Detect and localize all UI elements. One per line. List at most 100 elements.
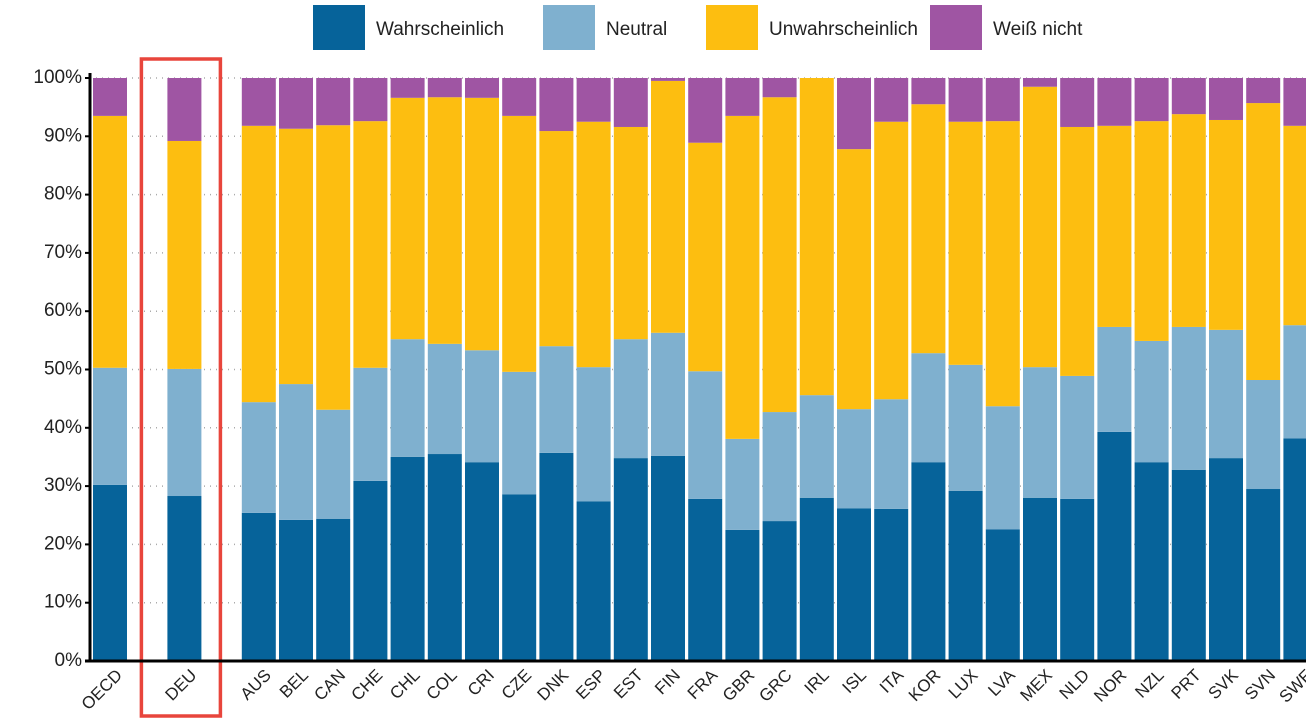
bar-segment bbox=[874, 121, 909, 400]
bar-segment bbox=[1097, 326, 1132, 432]
bar-segment bbox=[1134, 78, 1169, 122]
x-tick-label: EST bbox=[610, 666, 647, 703]
bar-segment bbox=[948, 121, 983, 365]
bar-segment bbox=[725, 115, 760, 439]
legend-swatch bbox=[930, 5, 982, 50]
bar-segment bbox=[1134, 462, 1169, 661]
bar-segment bbox=[837, 78, 871, 150]
bar-segment bbox=[1209, 329, 1243, 459]
legend-swatch bbox=[706, 5, 758, 50]
bar-segment bbox=[799, 78, 834, 396]
bar-segment bbox=[93, 367, 127, 485]
bar-segment bbox=[502, 115, 537, 372]
x-tick-label: CHE bbox=[348, 666, 387, 705]
bar-segment bbox=[985, 406, 1020, 530]
bar-segment bbox=[1283, 325, 1306, 439]
bar-segment bbox=[167, 78, 202, 141]
x-tick-label: NLD bbox=[1056, 666, 1093, 703]
x-tick-label: IRL bbox=[801, 666, 833, 698]
y-tick-label: 80% bbox=[44, 184, 82, 205]
bar-segment bbox=[241, 125, 276, 403]
bar-segment bbox=[465, 462, 499, 661]
bar-segment bbox=[1134, 340, 1169, 463]
bar-segment bbox=[167, 496, 202, 661]
bar-segment bbox=[762, 412, 797, 522]
y-tick-label: 50% bbox=[44, 359, 82, 380]
bar-segment bbox=[390, 456, 425, 661]
bar-segment bbox=[688, 371, 723, 499]
bar-segment bbox=[725, 438, 760, 530]
bar-segment bbox=[353, 121, 388, 368]
bar-segment bbox=[874, 508, 909, 661]
bar-segment bbox=[911, 462, 946, 661]
bar-segment bbox=[1060, 498, 1095, 661]
bar-segment bbox=[1097, 78, 1132, 126]
bar-segment bbox=[427, 454, 462, 661]
bar-segment bbox=[837, 409, 871, 509]
bar-segment bbox=[1097, 431, 1132, 661]
y-tick-label: 40% bbox=[44, 417, 82, 438]
bar-segment bbox=[799, 395, 834, 498]
bar-segment bbox=[1209, 119, 1243, 330]
bar-segment bbox=[613, 78, 648, 127]
legend-label: Unwahrscheinlich bbox=[769, 19, 918, 40]
bar-segment bbox=[167, 368, 202, 497]
x-tick-label: PRT bbox=[1168, 666, 1205, 703]
bar-segment bbox=[911, 78, 946, 105]
bar-segment bbox=[241, 402, 276, 513]
bar-segment bbox=[1283, 438, 1306, 661]
bar-segment bbox=[353, 480, 388, 661]
x-tick-label: GRC bbox=[755, 666, 795, 706]
x-tick-label: NZL bbox=[1131, 666, 1167, 702]
x-tick-label: KOR bbox=[905, 666, 944, 705]
x-tick-label: CHL bbox=[386, 666, 423, 703]
bar-segment bbox=[1023, 367, 1057, 498]
bar-segment bbox=[502, 78, 537, 116]
bar-segment bbox=[1097, 125, 1132, 327]
bar-segment bbox=[1171, 326, 1206, 470]
bar-segment bbox=[688, 498, 723, 661]
x-tick-label: DNK bbox=[534, 665, 573, 704]
bar-segment bbox=[688, 142, 723, 372]
bar-segment bbox=[502, 371, 537, 495]
bar-segment bbox=[1023, 497, 1057, 661]
bar-segment bbox=[241, 78, 276, 126]
y-tick-label: 30% bbox=[44, 475, 82, 496]
bar-segment bbox=[985, 78, 1020, 122]
bar-segment bbox=[762, 521, 797, 661]
bar-segment bbox=[93, 484, 127, 661]
bar-segment bbox=[316, 518, 351, 661]
y-tick-label: 70% bbox=[44, 242, 82, 263]
x-tick-label: LUX bbox=[945, 666, 982, 703]
y-tick-label: 10% bbox=[44, 592, 82, 613]
bar-segment bbox=[1060, 78, 1095, 127]
bar-segment bbox=[651, 455, 685, 661]
x-tick-label: ISL bbox=[839, 666, 870, 697]
bar-segment bbox=[1023, 86, 1057, 368]
bar-segment bbox=[874, 78, 909, 122]
x-tick-label: DEU bbox=[162, 666, 201, 705]
bar-segment bbox=[465, 78, 499, 98]
bar-segment bbox=[241, 512, 276, 661]
bar-segment bbox=[539, 452, 574, 661]
bar-segment bbox=[1060, 375, 1095, 499]
bar-segment bbox=[1134, 121, 1169, 341]
x-tick-label: FIN bbox=[651, 666, 684, 699]
x-tick-label: ESP bbox=[572, 666, 609, 703]
x-tick-label: SVK bbox=[1205, 665, 1243, 703]
bar-segment bbox=[427, 343, 462, 455]
bar-segment bbox=[316, 125, 351, 410]
bar-segment bbox=[279, 78, 313, 129]
y-tick-label: 0% bbox=[55, 650, 83, 671]
bar-segment bbox=[279, 519, 313, 661]
bar-segment bbox=[725, 78, 760, 116]
bar-segment bbox=[985, 121, 1020, 407]
x-tick-label: LVA bbox=[984, 665, 1019, 700]
x-tick-label: SWE bbox=[1276, 666, 1306, 707]
bar-segment bbox=[1171, 469, 1206, 661]
legend-swatch bbox=[313, 5, 365, 50]
bar-segment bbox=[651, 332, 685, 456]
bar-segment bbox=[688, 78, 723, 143]
bar-segment bbox=[762, 97, 797, 413]
highlight-box bbox=[139, 57, 223, 718]
